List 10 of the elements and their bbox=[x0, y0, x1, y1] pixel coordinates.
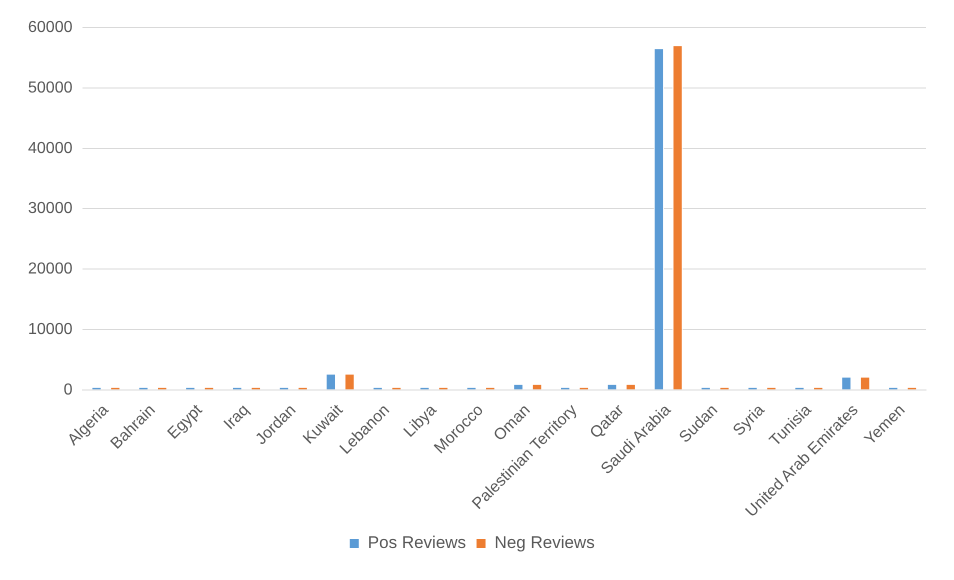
y-tick-label: 50000 bbox=[28, 79, 73, 96]
y-tick-label: 20000 bbox=[28, 260, 73, 278]
y-tick-label: 10000 bbox=[28, 320, 73, 338]
y-tick-label: 60000 bbox=[28, 19, 73, 36]
legend-label: Neg Reviews bbox=[494, 533, 595, 552]
y-tick-label: 0 bbox=[64, 381, 73, 398]
y-tick-label: 30000 bbox=[28, 200, 73, 218]
legend-label: Pos Reviews bbox=[368, 533, 466, 552]
x-tick-label: Iraq bbox=[220, 402, 252, 434]
y-tick-label: 40000 bbox=[28, 140, 73, 157]
